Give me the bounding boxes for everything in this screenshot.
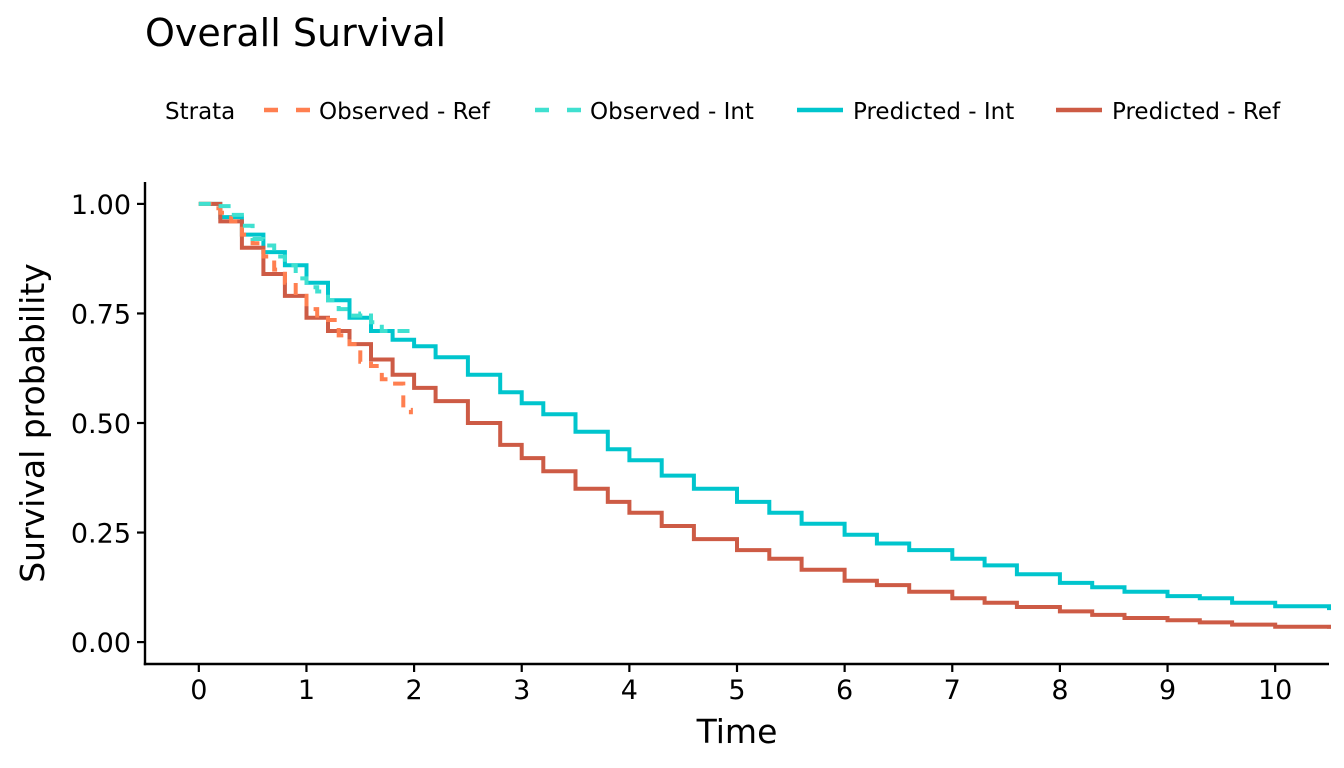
x-tick-label-10: 10 [1258,675,1292,706]
y-tick-label-3: 0.75 [71,299,131,330]
x-tick-label-2: 2 [405,675,422,706]
x-axis: 0 1 2 3 4 5 6 7 8 9 10 [143,662,1329,706]
y-tick-label-0: 0.00 [71,628,131,659]
chart-title: Overall Survival [145,11,446,55]
y-tick-label-1: 0.25 [71,519,131,550]
x-tick-label-3: 3 [513,675,530,706]
x-tick-label-5: 5 [728,675,745,706]
x-axis-label: Time [696,712,778,751]
x-tick-label-8: 8 [1051,675,1068,706]
legend-label-0: Observed - Ref [319,99,491,125]
series-line-2 [198,201,1331,611]
series-line-1 [198,201,411,333]
x-tick-label-7: 7 [944,675,961,706]
y-axis: 0.00 0.25 0.50 0.75 1.00 [71,182,147,666]
series-line-3 [198,201,1331,629]
y-tick-label-2: 0.50 [71,409,131,440]
legend-label-3: Predicted - Ref [1112,99,1281,125]
y-axis-label: Survival probability [13,263,52,583]
x-tick-label-0: 0 [190,675,207,706]
legend: Strata Observed - Ref Observed - Int Predi… [165,99,1281,125]
y-tick-label-4: 1.00 [71,190,131,221]
x-tick-label-6: 6 [836,675,853,706]
x-tick-label-4: 4 [621,675,638,706]
legend-title: Strata [165,99,235,125]
x-tick-label-9: 9 [1159,675,1176,706]
plot-area [198,201,1331,629]
x-tick-label-1: 1 [298,675,315,706]
legend-label-2: Predicted - Int [853,99,1014,125]
legend-label-1: Observed - Int [590,99,754,125]
